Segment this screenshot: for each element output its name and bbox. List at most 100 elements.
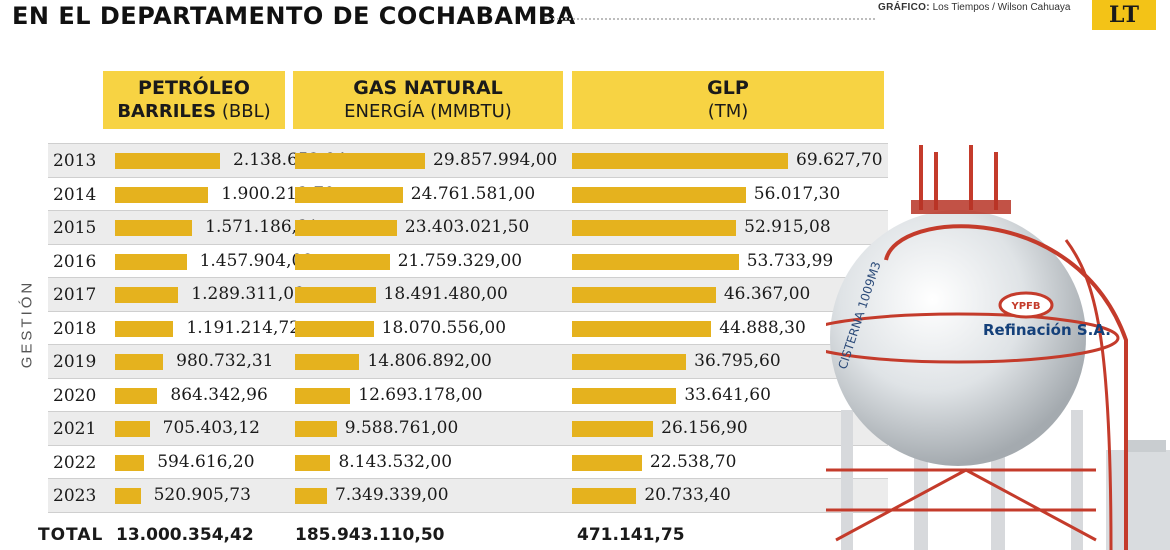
year-label: 2015: [53, 218, 97, 238]
bar-petroleo: [115, 354, 164, 370]
value-label-gas-natural: 24.761.581,00: [410, 183, 536, 204]
bar-petroleo: [115, 220, 193, 236]
table-row: 2013 2.138.652,94 29.857.994,00 69.627,70: [48, 143, 888, 177]
bar-petroleo: [115, 421, 150, 437]
bar-gas-natural: [295, 153, 425, 169]
table-row: 2018 1.191.214,72 18.070.556,00 44.888,30: [48, 310, 888, 345]
tank-label: Refinación S.A.: [983, 321, 1111, 339]
title-divider: [545, 18, 875, 20]
value-label-glp: 22.538,70: [649, 451, 737, 472]
value-label-glp: 69.627,70: [796, 150, 883, 170]
bar-glp: [572, 454, 642, 471]
year-label: 2016: [53, 251, 97, 272]
table-row: 2023 520.905,73 7.349.339,00 20.733,40: [48, 478, 888, 513]
header-glp-unit: (TM): [707, 101, 749, 122]
value-label-petroleo: 1.457.904,08: [199, 250, 314, 271]
header-gas-natural: GAS NATURAL ENERGÍA (MMBTU): [293, 71, 563, 129]
header-gas-unit: ENERGÍA (MMBTU): [344, 101, 512, 122]
value-label-glp: 20.733,40: [644, 485, 731, 505]
bar-glp: [572, 387, 677, 404]
header-petroleo-unit: BARRILES (BBL): [117, 100, 270, 123]
value-label-gas-natural: 23.403.021,50: [404, 217, 530, 237]
bar-gas-natural: [295, 387, 351, 404]
lpg-tank-photo: YPFB Refinación S.A. CISTERNA 1009M3: [826, 145, 1170, 550]
bar-petroleo: [115, 186, 209, 203]
bar-gas-natural: [295, 354, 360, 370]
axis-label-gestion: GESTIÓN: [18, 279, 36, 369]
year-label: 2023: [53, 486, 97, 506]
value-label-gas-natural: 18.070.556,00: [381, 317, 507, 338]
table-row: 2021 705.403,12 9.588.761,00 26.156,90: [48, 411, 888, 445]
table-row: 2019 980.732,31 14.806.892,00 36.795,60: [48, 344, 888, 378]
bar-glp: [572, 488, 637, 504]
bar-glp: [572, 153, 788, 169]
year-label: 2017: [53, 285, 97, 305]
value-label-petroleo: 520.905,73: [153, 485, 251, 505]
table-row: 2014 1.900.213,70 24.761.581,00 56.017,30: [48, 176, 888, 211]
bar-gas-natural: [295, 488, 327, 504]
value-label-petroleo: 1.289.311,08: [191, 284, 305, 304]
credit-line: GRÁFICO: Los Tiempos / Wilson Cahuaya: [878, 2, 1070, 13]
bar-gas-natural: [295, 220, 397, 236]
year-label: 2020: [53, 385, 97, 406]
year-label: 2014: [53, 184, 97, 205]
bar-gas-natural: [295, 186, 403, 203]
value-label-gas-natural: 9.588.761,00: [344, 418, 459, 438]
tank-logo-text: YPFB: [1010, 301, 1040, 312]
logo-text: LT: [1108, 2, 1140, 28]
table-row: 2015 1.571.186,31 23.403.021,50 52.915,08: [48, 210, 888, 244]
year-label: 2019: [53, 352, 97, 372]
newspaper-logo: LT: [1092, 0, 1156, 30]
header-glp: GLP (TM): [572, 71, 884, 129]
header-glp-title: GLP: [707, 77, 749, 99]
value-label-petroleo: 705.403,12: [162, 418, 260, 438]
bar-glp: [572, 287, 716, 303]
bar-petroleo: [115, 287, 179, 303]
value-label-petroleo: 1.571.186,31: [205, 217, 319, 237]
value-label-glp: 46.367,00: [723, 284, 811, 304]
credit-text: Los Tiempos / Wilson Cahuaya: [932, 2, 1071, 13]
value-label-glp: 52.915,08: [744, 217, 831, 237]
value-label-glp: 53.733,99: [746, 250, 834, 271]
header-petroleo: PETRÓLEO BARRILES (BBL): [103, 71, 285, 129]
value-label-gas-natural: 14.806.892,00: [367, 351, 492, 371]
bar-petroleo: [115, 320, 174, 337]
bar-petroleo: [115, 454, 145, 471]
header-petroleo-unit-text: (BBL): [221, 101, 271, 122]
bar-petroleo: [115, 387, 158, 404]
header-petroleo-unit-bold: BARRILES: [117, 101, 217, 122]
value-label-petroleo: 1.191.214,72: [186, 317, 301, 338]
value-label-gas-natural: 12.693.178,00: [358, 384, 483, 405]
table-row: 2016 1.457.904,08 21.759.329,00 53.733,99: [48, 243, 888, 278]
value-label-gas-natural: 21.759.329,00: [397, 250, 523, 271]
value-label-glp: 44.888,30: [719, 317, 806, 338]
bar-gas-natural: [295, 421, 337, 437]
value-label-glp: 26.156,90: [661, 418, 748, 438]
bar-glp: [572, 354, 687, 370]
bar-gas-natural: [295, 287, 376, 303]
bar-glp: [572, 253, 739, 270]
total-gas-natural: 185.943.110,50: [295, 525, 445, 545]
value-label-petroleo: 980.732,31: [176, 351, 274, 371]
value-label-gas-natural: 7.349.339,00: [334, 485, 449, 505]
total-label: TOTAL: [38, 525, 104, 545]
value-label-gas-natural: 18.491.480,00: [383, 284, 508, 304]
bar-gas-natural: [295, 454, 331, 471]
table-row: 2022 594.616,20 8.143.532,00 22.538,70: [48, 444, 888, 479]
header-petroleo-title: PETRÓLEO: [138, 77, 250, 99]
table-row: 2017 1.289.311,08 18.491.480,00 46.367,00: [48, 277, 888, 311]
chart-title: EN EL DEPARTAMENTO DE COCHABAMBA: [12, 2, 576, 30]
year-label: 2022: [53, 452, 97, 473]
ypfb-logo-icon: [998, 291, 1054, 319]
bar-gas-natural: [295, 253, 390, 270]
value-label-glp: 36.795,60: [694, 351, 781, 371]
year-label: 2021: [53, 419, 97, 439]
bar-petroleo: [115, 488, 141, 504]
header-gas-title: GAS NATURAL: [353, 77, 503, 99]
year-label: 2013: [53, 151, 97, 171]
total-petroleo: 13.000.354,42: [116, 525, 254, 545]
value-label-petroleo: 594.616,20: [157, 451, 255, 472]
value-label-gas-natural: 8.143.532,00: [338, 451, 453, 472]
total-glp: 471.141,75: [577, 525, 685, 545]
bar-petroleo: [115, 253, 187, 270]
